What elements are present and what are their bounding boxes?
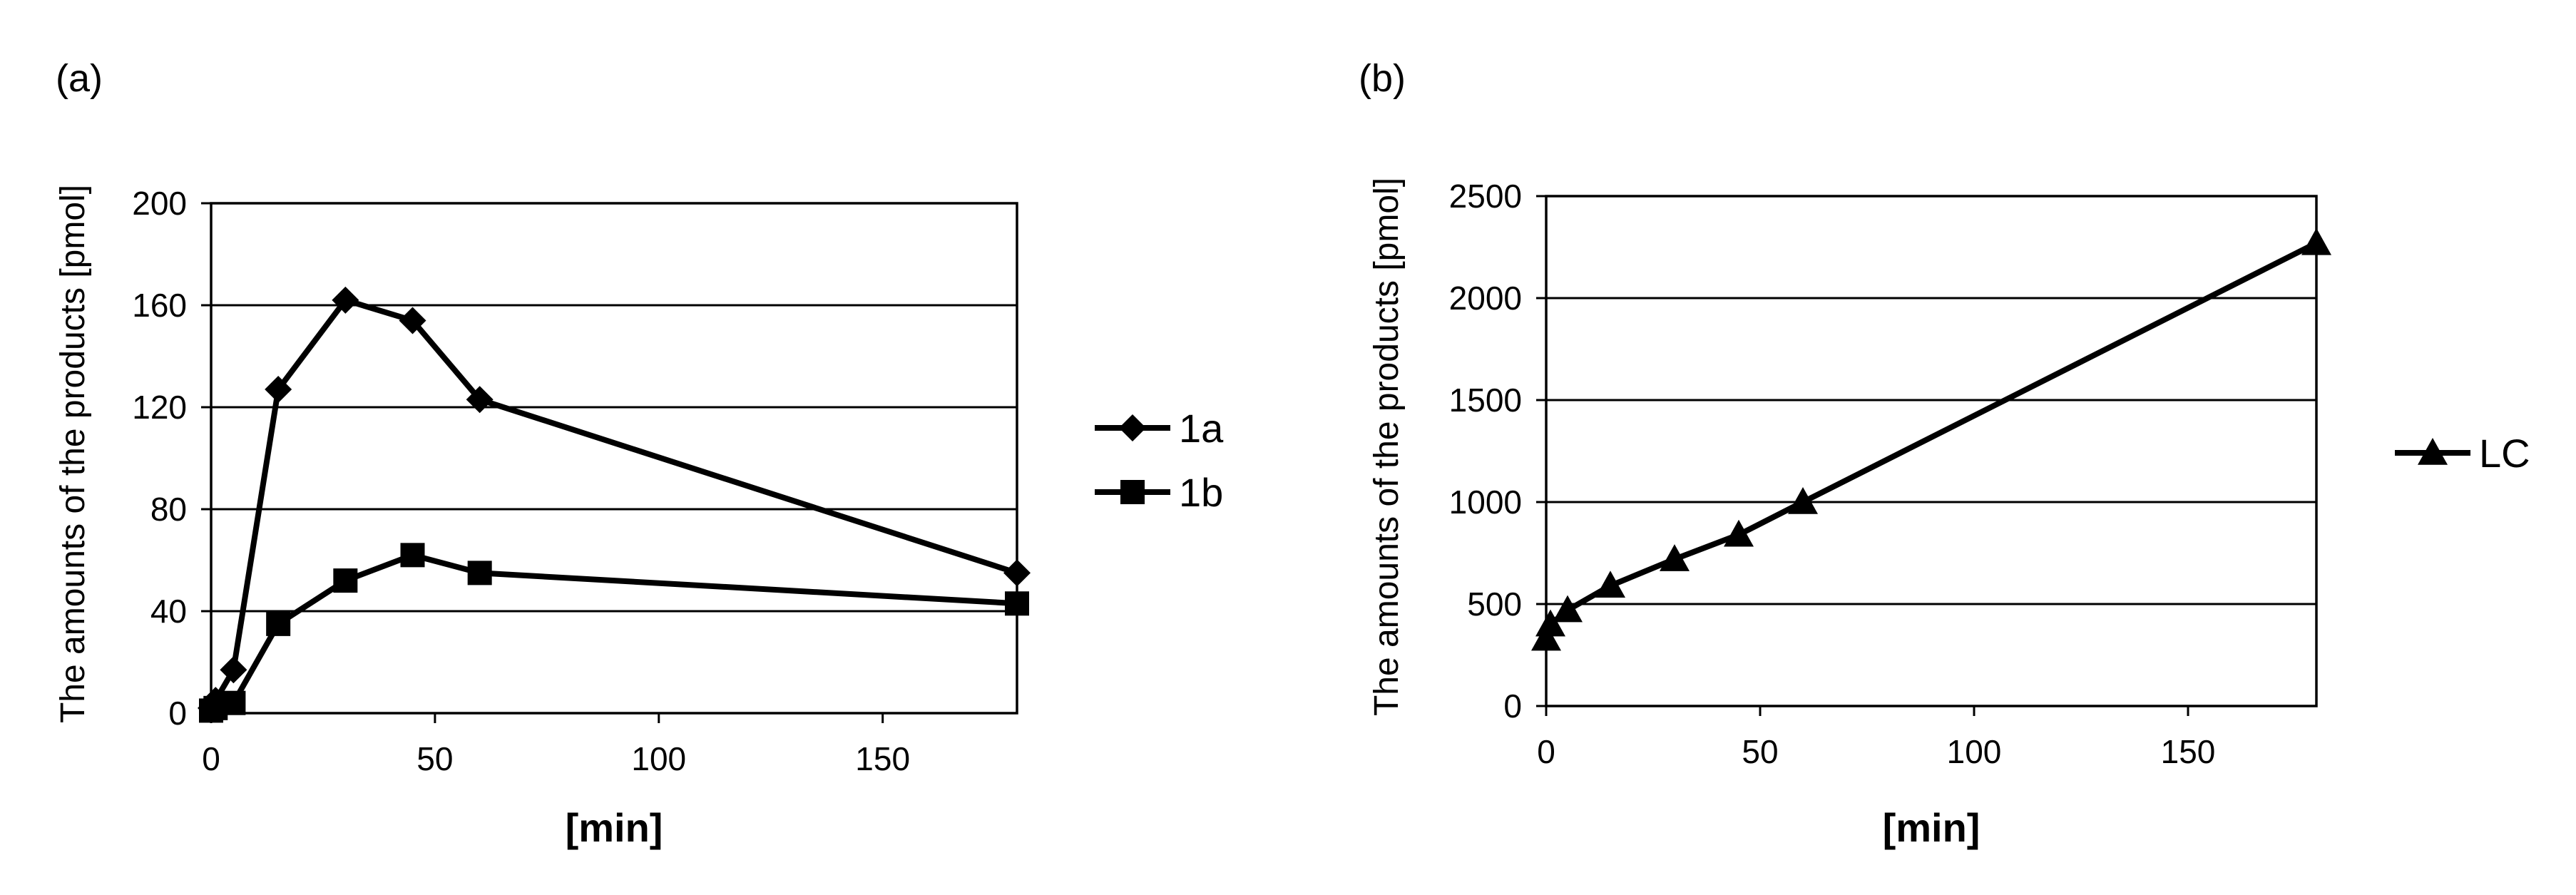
x-tick-label: 0 <box>202 740 220 777</box>
panel-a: (a) 0 40 80 120 160 200 0 50 100 150 [min] The amoun… <box>54 57 1224 850</box>
data-point <box>1553 595 1583 623</box>
series-line <box>208 297 1018 710</box>
x-tick-label: 50 <box>1742 733 1778 770</box>
legend-label: 1b <box>1179 470 1223 515</box>
y-tick-label: 0 <box>168 695 187 732</box>
series-line <box>1543 240 2318 640</box>
data-point <box>220 656 247 684</box>
x-tick-label: 50 <box>416 740 453 777</box>
y-tick-label: 120 <box>132 389 187 426</box>
x-axis-label: [min] <box>566 805 663 850</box>
x-tick-label: 150 <box>2161 733 2216 770</box>
legend-label: LC <box>2479 431 2530 476</box>
x-tick-label: 100 <box>631 740 686 777</box>
y-tick-label: 2000 <box>1449 280 1522 317</box>
x-axis-label: [min] <box>1883 805 1980 850</box>
y-tick-label: 40 <box>150 593 187 630</box>
y-axis-label: The amounts of the products [pmol] <box>1368 178 1406 716</box>
data-point <box>1531 623 1561 651</box>
panel-label: (a) <box>56 57 103 100</box>
series-1a <box>198 286 1031 722</box>
data-point <box>332 286 359 314</box>
series-1b <box>199 543 1029 723</box>
data-point <box>466 386 494 414</box>
x-tick-label: 100 <box>1947 733 2002 770</box>
legend-marker <box>2418 438 2448 465</box>
plot-area <box>210 202 1018 715</box>
data-point <box>1005 591 1029 616</box>
data-point <box>265 375 292 403</box>
x-tick-label: 0 <box>1537 733 1555 770</box>
data-point <box>1595 571 1625 598</box>
y-tick-label: 80 <box>150 491 187 528</box>
legend-marker <box>1120 480 1145 504</box>
data-point <box>1660 544 1690 571</box>
data-point <box>1003 559 1031 587</box>
panel-b: (b) 0 500 1000 1500 2000 2500 0 50 100 150 [min] The… <box>1359 57 2530 850</box>
data-point <box>1788 487 1818 514</box>
y-tick-label: 160 <box>132 287 187 324</box>
data-point <box>266 611 291 636</box>
y-tick-label: 1500 <box>1449 382 1522 419</box>
legend-entry-1b: 1b <box>1095 470 1223 515</box>
data-point <box>333 568 358 593</box>
series-LC <box>1531 227 2331 651</box>
legend-entry-LC: LC <box>2395 431 2530 476</box>
y-tick-label: 200 <box>132 185 187 222</box>
y-tick-label: 2500 <box>1449 178 1522 215</box>
data-point <box>467 561 492 585</box>
y-tick-label: 1000 <box>1449 484 1522 521</box>
y-axis-label: The amounts of the products [pmol] <box>54 185 92 723</box>
y-tick-label: 0 <box>1503 687 1522 725</box>
data-point <box>1535 609 1565 637</box>
plot-area <box>1545 195 2318 707</box>
legend-marker <box>1119 414 1146 441</box>
data-point <box>400 543 425 568</box>
data-point <box>221 690 246 715</box>
panel-label: (b) <box>1359 57 1406 100</box>
legend-entry-1a: 1a <box>1095 406 1224 451</box>
legend-label: 1a <box>1179 406 1224 451</box>
x-tick-label: 150 <box>855 740 910 777</box>
data-point <box>2301 227 2331 255</box>
y-tick-label: 500 <box>1467 585 1522 623</box>
data-point <box>1724 519 1754 547</box>
series-line <box>210 552 1018 713</box>
data-point <box>399 307 426 334</box>
